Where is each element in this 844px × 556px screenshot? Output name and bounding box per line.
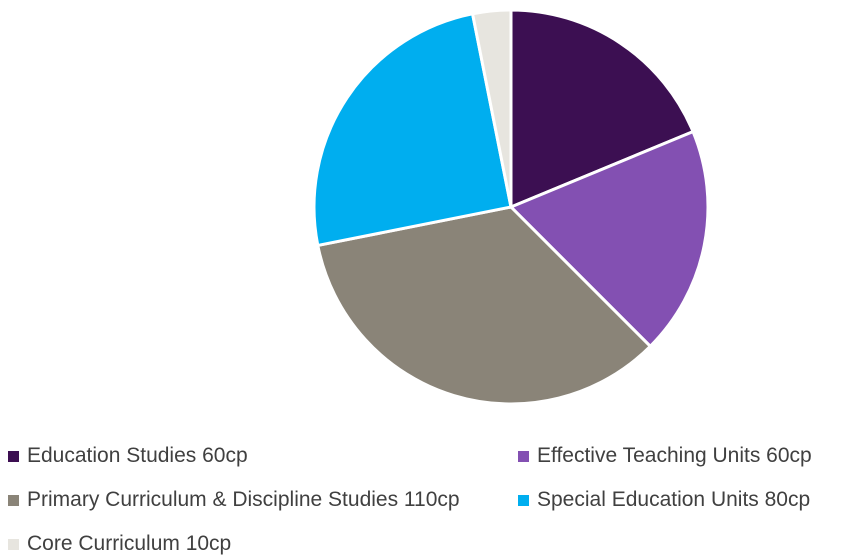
legend-item-primary-curriculum: Primary Curriculum & Discipline Studies … bbox=[8, 488, 460, 512]
pie-slice-0 bbox=[509, 8, 695, 209]
legend-label: Primary Curriculum & Discipline Studies … bbox=[27, 488, 460, 511]
legend-swatch bbox=[518, 494, 529, 506]
legend-label: Education Studies 60cp bbox=[27, 444, 248, 467]
legend-label: Effective Teaching Units 60cp bbox=[537, 444, 812, 467]
legend-item-special-education-units: Special Education Units 80cp bbox=[518, 488, 810, 512]
pie-slice-3 bbox=[312, 12, 513, 247]
legend-item-core-curriculum: Core Curriculum 10cp bbox=[8, 532, 231, 556]
pie-chart bbox=[312, 8, 710, 406]
legend-swatch bbox=[8, 450, 19, 462]
pie-slice-4 bbox=[471, 8, 513, 209]
pie-slice-1 bbox=[509, 130, 710, 348]
legend-item-education-studies: Education Studies 60cp bbox=[8, 444, 248, 468]
legend-swatch bbox=[8, 494, 19, 506]
legend-swatch bbox=[8, 538, 19, 550]
legend-item-effective-teaching-units: Effective Teaching Units 60cp bbox=[518, 444, 812, 468]
legend-swatch bbox=[518, 450, 529, 462]
pie-slice-2 bbox=[316, 205, 652, 406]
legend-label: Core Curriculum 10cp bbox=[27, 532, 232, 555]
legend-label: Special Education Units 80cp bbox=[537, 488, 811, 511]
